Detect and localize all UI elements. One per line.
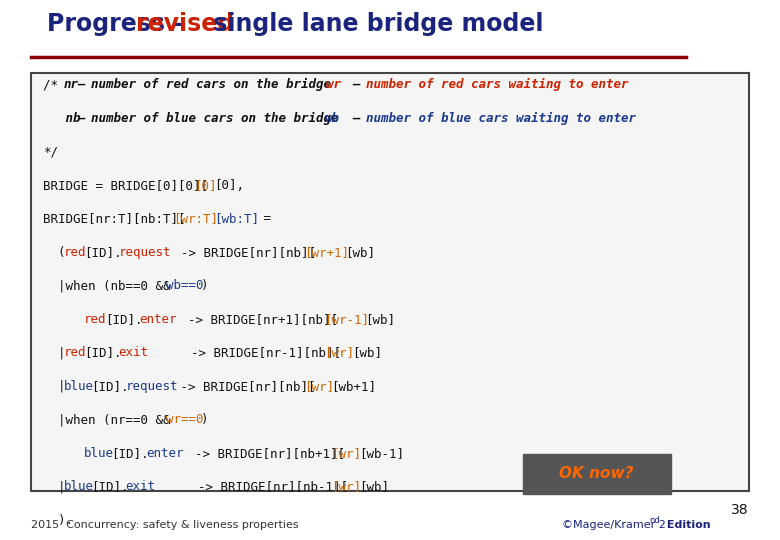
Text: [ID].: [ID].: [112, 447, 149, 460]
Text: request: request: [126, 380, 178, 393]
Text: [ID].: [ID].: [91, 380, 129, 393]
Text: -> BRIDGE[nr][nb][: -> BRIDGE[nr][nb][: [166, 246, 317, 259]
Text: exit: exit: [119, 346, 148, 359]
Text: [wr-1]: [wr-1]: [324, 313, 369, 326]
Text: |: |: [43, 480, 66, 493]
Text: –: –: [77, 78, 92, 91]
Text: ): ): [200, 279, 208, 292]
Text: [wr:T]: [wr:T]: [173, 212, 218, 225]
Text: [wr]: [wr]: [303, 380, 334, 393]
Text: |when (nb==0 &&: |when (nb==0 &&: [43, 279, 178, 292]
Text: BRIDGE = BRIDGE[0][0][: BRIDGE = BRIDGE[0][0][: [43, 179, 208, 192]
Text: [wr]: [wr]: [324, 346, 354, 359]
Text: [ID].: [ID].: [84, 246, 122, 259]
Text: number of red cars waiting to enter: number of red cars waiting to enter: [366, 78, 628, 91]
Text: (: (: [43, 246, 66, 259]
Text: Edition: Edition: [663, 520, 711, 530]
Text: nr: nr: [63, 78, 79, 91]
Text: –: –: [338, 78, 368, 91]
Text: blue: blue: [63, 480, 94, 493]
FancyBboxPatch shape: [523, 454, 671, 494]
FancyBboxPatch shape: [31, 73, 749, 491]
Text: red: red: [84, 313, 107, 326]
Text: [wr]: [wr]: [332, 480, 361, 493]
Text: wr: wr: [310, 78, 341, 91]
Text: [wr+1]: [wr+1]: [303, 246, 349, 259]
Text: [wb+1]: [wb+1]: [332, 380, 376, 393]
Text: [ID].: [ID].: [105, 313, 142, 326]
Text: /*: /*: [43, 78, 66, 91]
Text: enter: enter: [139, 313, 176, 326]
Text: exit: exit: [126, 480, 155, 493]
Text: -> BRIDGE[nr][nb+1][: -> BRIDGE[nr][nb+1][: [180, 447, 346, 460]
Text: nb: nb: [43, 112, 80, 125]
Text: [wb]: [wb]: [352, 346, 381, 359]
Text: number of red cars on the bridge: number of red cars on the bridge: [91, 78, 331, 91]
Text: =: =: [256, 212, 271, 225]
Text: -> BRIDGE[nr-1][nb][: -> BRIDGE[nr-1][nb][: [146, 346, 341, 359]
Text: -> BRIDGE[nr][nb][: -> BRIDGE[nr][nb][: [173, 380, 316, 393]
Text: [0]: [0]: [194, 179, 216, 192]
Text: nd: nd: [649, 516, 660, 525]
Text: –: –: [77, 112, 92, 125]
Text: wr==0: wr==0: [166, 413, 204, 426]
Text: BRIDGE[nr:T][nb:T][: BRIDGE[nr:T][nb:T][: [43, 212, 186, 225]
Text: red: red: [63, 246, 86, 259]
Text: 38: 38: [731, 503, 749, 517]
Text: [0],: [0],: [215, 179, 244, 192]
Text: number of blue cars waiting to enter: number of blue cars waiting to enter: [366, 112, 636, 125]
Text: blue: blue: [63, 380, 94, 393]
Text: |when (nr==0 &&: |when (nr==0 &&: [43, 413, 178, 426]
Text: -> BRIDGE[nr][nb-1][: -> BRIDGE[nr][nb-1][: [153, 480, 348, 493]
Text: enter: enter: [146, 447, 183, 460]
Text: [wb]: [wb]: [359, 480, 388, 493]
Text: –: –: [338, 112, 368, 125]
Text: [wb]: [wb]: [366, 313, 395, 326]
Text: request: request: [119, 246, 171, 259]
Text: */: */: [43, 145, 58, 158]
Text: ): ): [200, 413, 208, 426]
Text: |: |: [43, 346, 66, 359]
Text: blue: blue: [84, 447, 114, 460]
Text: [wb:T]: [wb:T]: [215, 212, 260, 225]
Text: [wb]: [wb]: [345, 246, 375, 259]
Text: Progress -: Progress -: [47, 12, 191, 36]
Text: ©Magee/Kramer 2: ©Magee/Kramer 2: [562, 520, 665, 530]
Text: revised: revised: [136, 12, 235, 36]
Text: |: |: [43, 380, 66, 393]
Text: number of blue cars on the bridge: number of blue cars on the bridge: [91, 112, 346, 125]
Text: red: red: [63, 346, 86, 359]
Text: -> BRIDGE[nr+1][nb][: -> BRIDGE[nr+1][nb][: [173, 313, 339, 326]
Text: [wr]: [wr]: [332, 447, 361, 460]
Text: single lane bridge model: single lane bridge model: [205, 12, 544, 36]
Text: [ID].: [ID].: [91, 480, 129, 493]
Text: [ID].: [ID].: [84, 346, 122, 359]
Text: ).: ).: [43, 514, 73, 526]
Text: [wb-1]: [wb-1]: [359, 447, 403, 460]
Text: 2015  Concurrency: safety & liveness properties: 2015 Concurrency: safety & liveness prop…: [31, 520, 299, 530]
Text: OK now?: OK now?: [559, 467, 634, 481]
Text: wb: wb: [324, 112, 339, 125]
Text: wb==0: wb==0: [166, 279, 204, 292]
